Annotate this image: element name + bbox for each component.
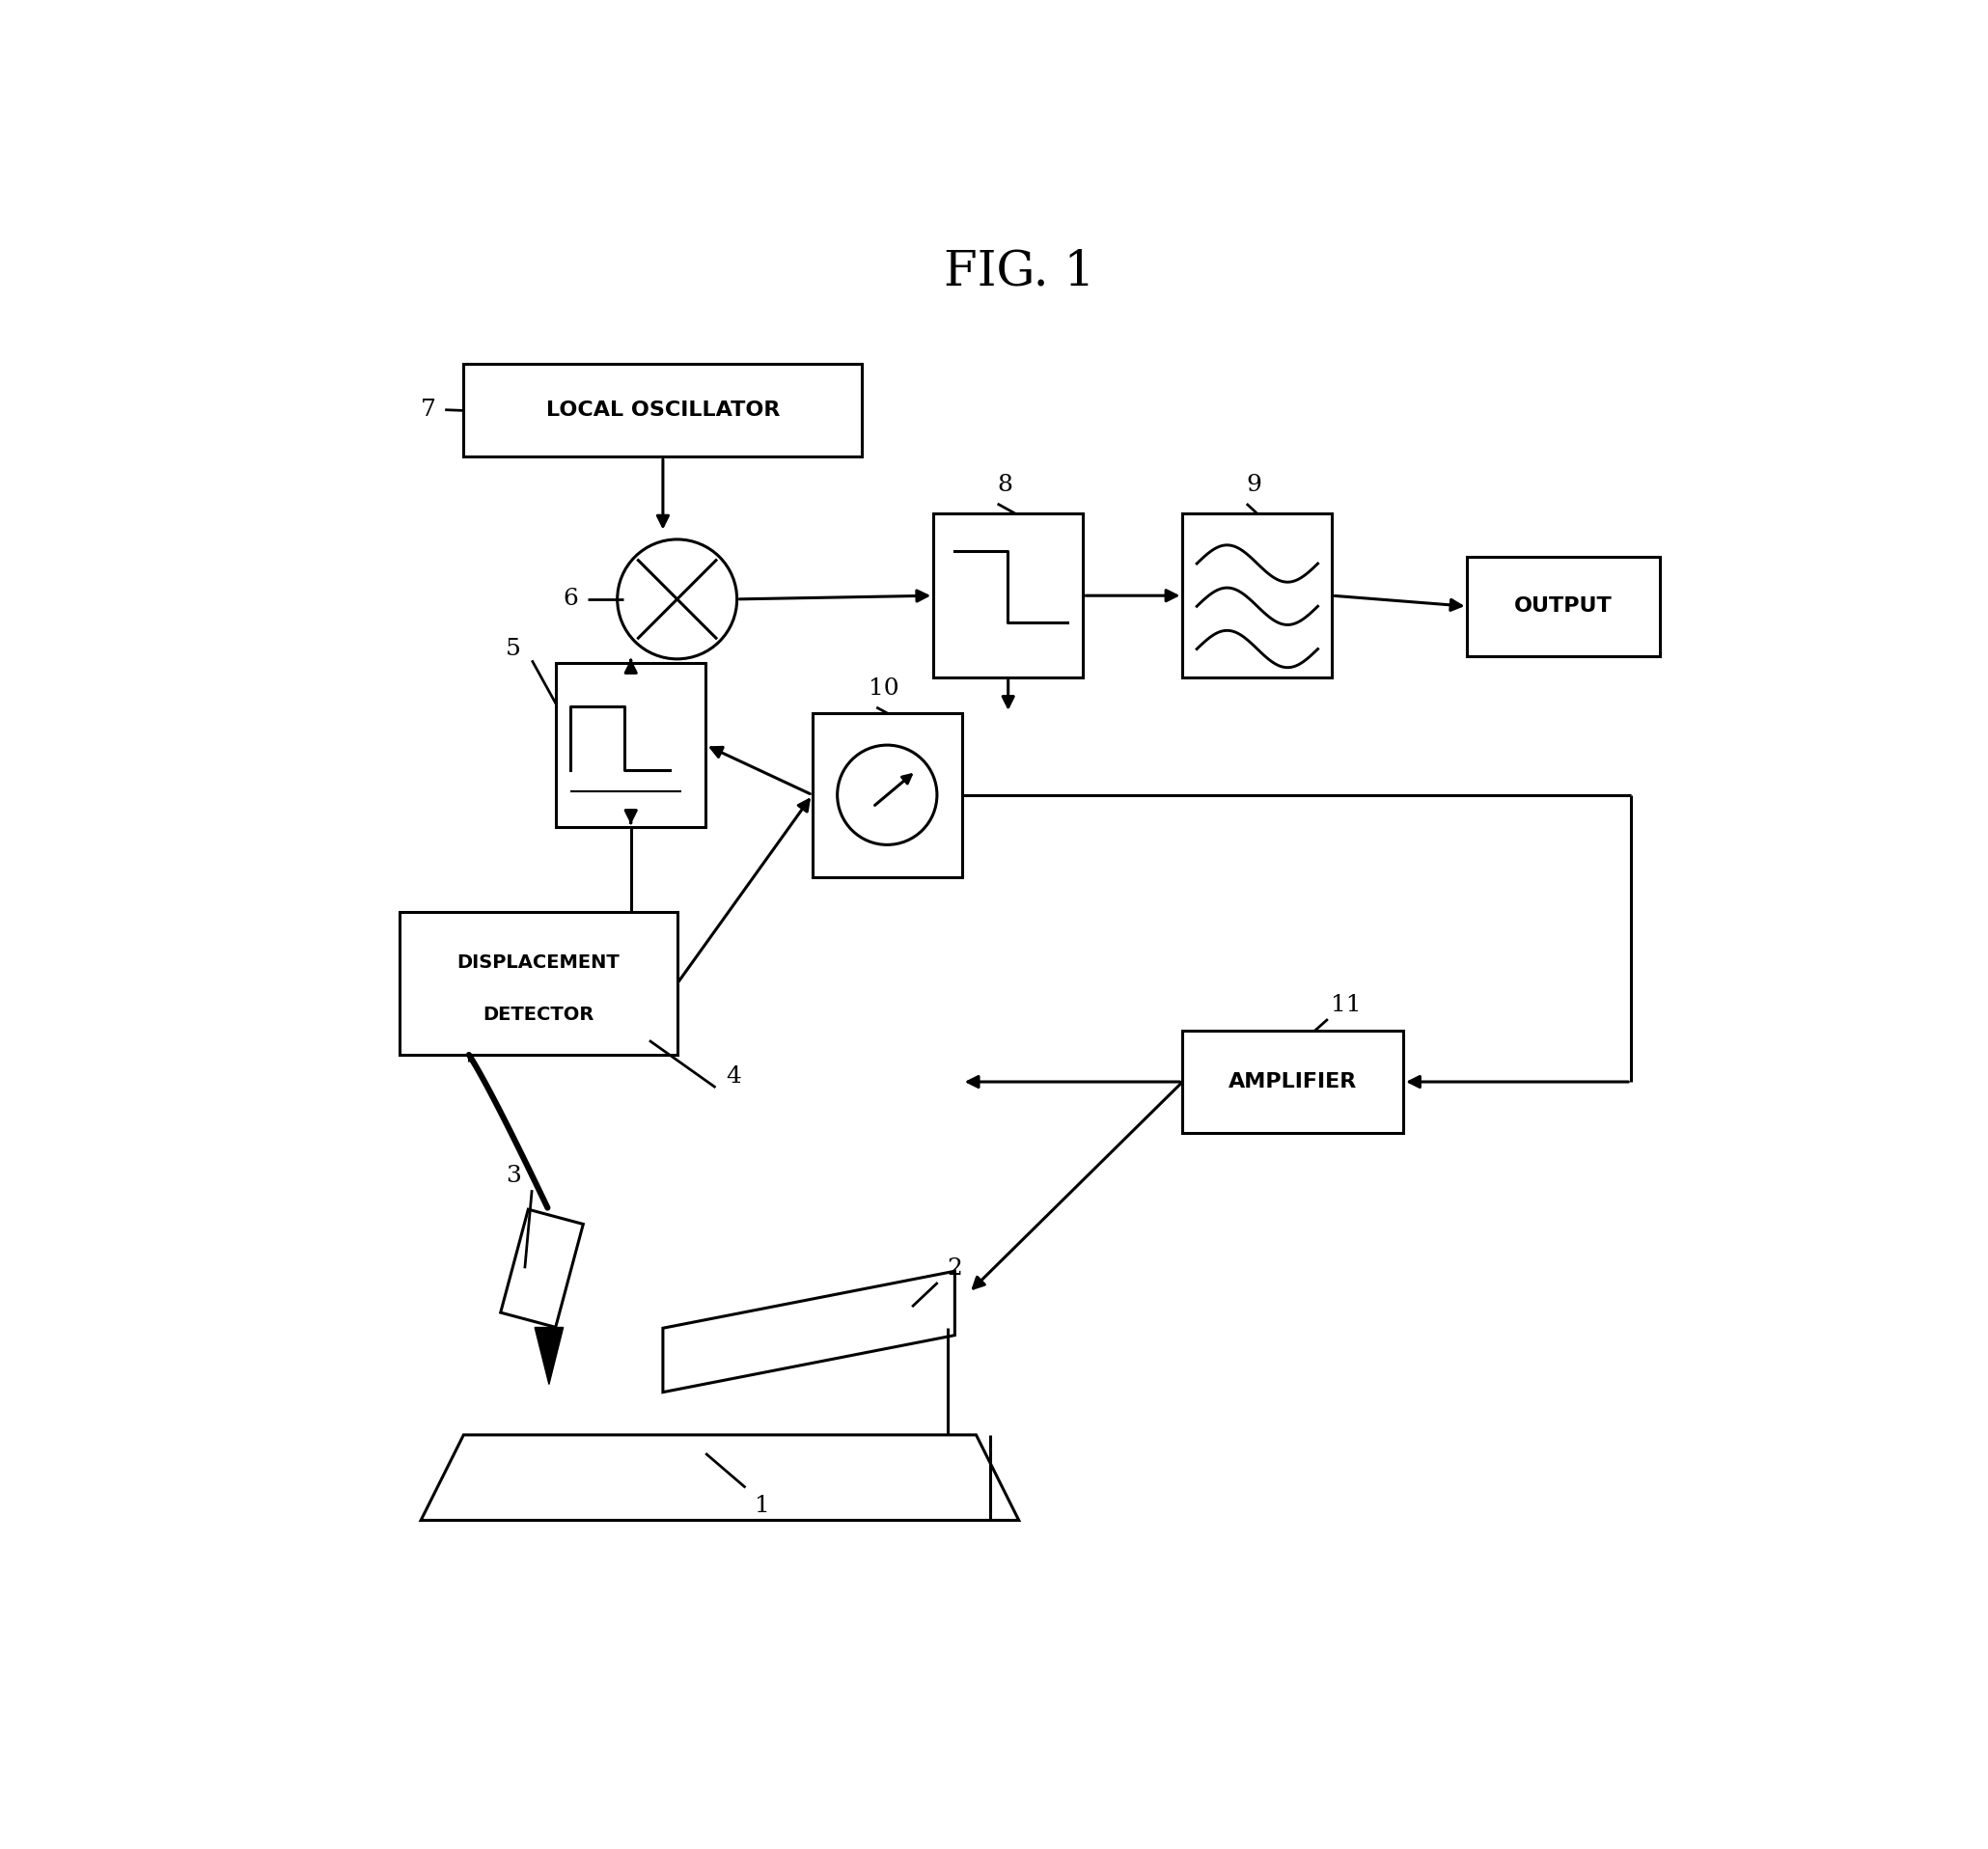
Bar xyxy=(934,514,1083,677)
Text: DETECTOR: DETECTOR xyxy=(483,1006,594,1024)
Text: 8: 8 xyxy=(996,473,1012,496)
Text: 2: 2 xyxy=(946,1257,962,1280)
Text: 11: 11 xyxy=(1332,993,1362,1017)
Bar xyxy=(1183,514,1332,677)
Text: 10: 10 xyxy=(869,679,899,701)
Bar xyxy=(400,912,678,1054)
Text: 5: 5 xyxy=(505,638,521,660)
Bar xyxy=(463,364,863,457)
Text: FIG. 1: FIG. 1 xyxy=(944,248,1093,296)
Bar xyxy=(813,714,962,876)
Text: 4: 4 xyxy=(726,1065,742,1087)
Text: 6: 6 xyxy=(563,588,579,610)
Bar xyxy=(557,664,706,827)
Text: 3: 3 xyxy=(505,1165,521,1187)
Bar xyxy=(1183,1030,1404,1133)
Text: OUTPUT: OUTPUT xyxy=(1515,597,1612,616)
Bar xyxy=(1467,557,1660,656)
Text: 7: 7 xyxy=(419,399,435,422)
Text: 9: 9 xyxy=(1246,473,1262,496)
Text: AMPLIFIER: AMPLIFIER xyxy=(1229,1072,1358,1091)
Text: LOCAL OSCILLATOR: LOCAL OSCILLATOR xyxy=(547,401,779,420)
Text: DISPLACEMENT: DISPLACEMENT xyxy=(457,952,620,971)
Polygon shape xyxy=(535,1328,563,1385)
Text: 1: 1 xyxy=(755,1496,769,1518)
